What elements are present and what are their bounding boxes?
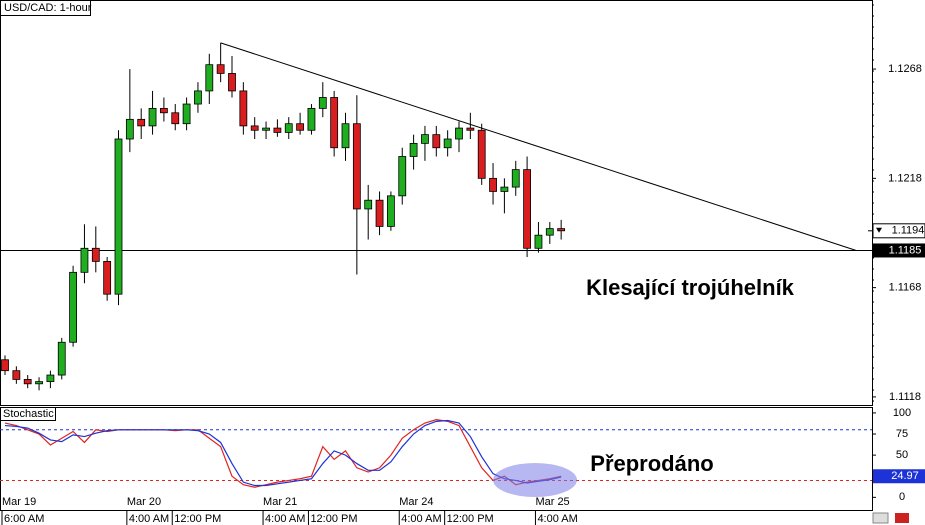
- nav-button[interactable]: [895, 513, 909, 523]
- indicator-last-label: 24.97: [891, 470, 919, 482]
- trendline: [220, 42, 857, 251]
- indicator-annotation: Přeprodáno: [590, 451, 713, 476]
- indicator-panel: [0, 407, 873, 511]
- candle-body: [352, 123, 361, 210]
- y-tick-label: 1.1218: [888, 172, 922, 184]
- x-date-label: Mar 25: [535, 496, 569, 508]
- x-date-label: Mar 21: [263, 496, 297, 508]
- candle-body: [557, 228, 566, 232]
- candle-body: [511, 169, 520, 188]
- y-tick-label: 1.1118: [889, 391, 921, 403]
- candle-body: [523, 169, 531, 249]
- indicator-y-tick-label: 50: [896, 449, 908, 461]
- candle-body: [318, 97, 327, 109]
- candle-body: [284, 123, 293, 133]
- candle-body: [103, 261, 112, 295]
- candle-body: [330, 97, 339, 149]
- candle-body: [239, 90, 248, 127]
- candle-body: [23, 379, 32, 385]
- x-time-label: 4:00 AM: [401, 513, 441, 525]
- candle-body: [250, 125, 259, 131]
- y-tick-label: 1.1168: [889, 282, 922, 294]
- candle-body: [273, 127, 282, 133]
- highlight: [493, 463, 577, 497]
- last-price-arrow: [876, 227, 882, 233]
- candle-body: [409, 142, 418, 157]
- chart-title: USD/CAD: 1-hour: [4, 2, 92, 14]
- candle-body: [375, 199, 384, 227]
- candle-body: [182, 103, 191, 125]
- candle-body: [466, 127, 475, 131]
- candle-body: [421, 134, 429, 144]
- candle-body: [386, 195, 395, 227]
- candle-body: [12, 370, 21, 380]
- candle-body: [69, 271, 77, 343]
- candle-body: [205, 64, 214, 92]
- candle-body: [159, 108, 168, 114]
- candle-body: [364, 199, 373, 210]
- title-box: [0, 0, 91, 16]
- x-time-label: 12:00 PM: [447, 513, 494, 525]
- candle-body: [545, 228, 554, 236]
- indicator-line: [4, 419, 562, 488]
- x-time-label: 6:00 AM: [4, 513, 44, 525]
- candle-body: [216, 64, 225, 74]
- candle-body: [228, 73, 236, 92]
- candle-body: [398, 156, 407, 197]
- indicator-title: Stochastic: [3, 408, 54, 420]
- x-time-label: 4:00 AM: [129, 513, 169, 525]
- x-date-label: Mar 19: [2, 496, 36, 508]
- candle-body: [91, 247, 100, 262]
- y-tick-label: 1.1268: [888, 63, 922, 75]
- annotation: Klesající trojúhelník: [586, 275, 795, 300]
- last-price-box: [872, 223, 925, 239]
- x-time-label: 4:00 AM: [537, 513, 577, 525]
- candle-body: [35, 381, 43, 385]
- candle-body: [114, 138, 123, 295]
- candle-body: [171, 112, 180, 125]
- candle-body: [80, 247, 89, 273]
- x-time-label: 4:00 AM: [265, 513, 305, 525]
- candle-body: [125, 118, 134, 140]
- candle-body: [500, 186, 509, 192]
- x-date-label: Mar 24: [399, 496, 433, 508]
- indicator-last-box: [873, 469, 925, 484]
- x-time-label: 12:00 PM: [174, 513, 221, 525]
- support-label: 1.1185: [889, 244, 922, 256]
- indicator-line: [4, 419, 562, 487]
- candle-body: [341, 123, 350, 149]
- candle-body: [455, 127, 463, 140]
- support-label-box: [873, 243, 925, 258]
- candle-body: [432, 134, 441, 149]
- candle-body: [262, 127, 270, 131]
- candle-body: [148, 108, 157, 127]
- scroll-button[interactable]: [872, 512, 889, 524]
- indicator-y-tick-label: 100: [893, 407, 911, 419]
- candle-body: [477, 129, 486, 179]
- candle-body: [137, 118, 146, 127]
- candle-body: [46, 374, 55, 383]
- x-date-label: Mar 20: [127, 496, 161, 508]
- candle-body: [489, 177, 497, 192]
- last-price-label: 1.1194: [892, 225, 925, 237]
- candle-body: [296, 123, 305, 131]
- indicator-y-tick-label: 75: [896, 428, 908, 440]
- candle-body: [307, 108, 316, 131]
- candle-body: [443, 138, 452, 149]
- x-time-label: 12:00 PM: [310, 513, 357, 525]
- candle-body: [1, 359, 9, 372]
- indicator-y-tick-label: 0: [899, 491, 905, 503]
- candle-body: [194, 90, 202, 105]
- plot-layer: 1.1118 1.1168 1.1218 1.1268 1.1185 1.1194 100 7…: [0, 4, 925, 525]
- candle-body: [534, 234, 543, 249]
- indicator-title-box: [0, 407, 56, 421]
- candle-body: [57, 341, 66, 376]
